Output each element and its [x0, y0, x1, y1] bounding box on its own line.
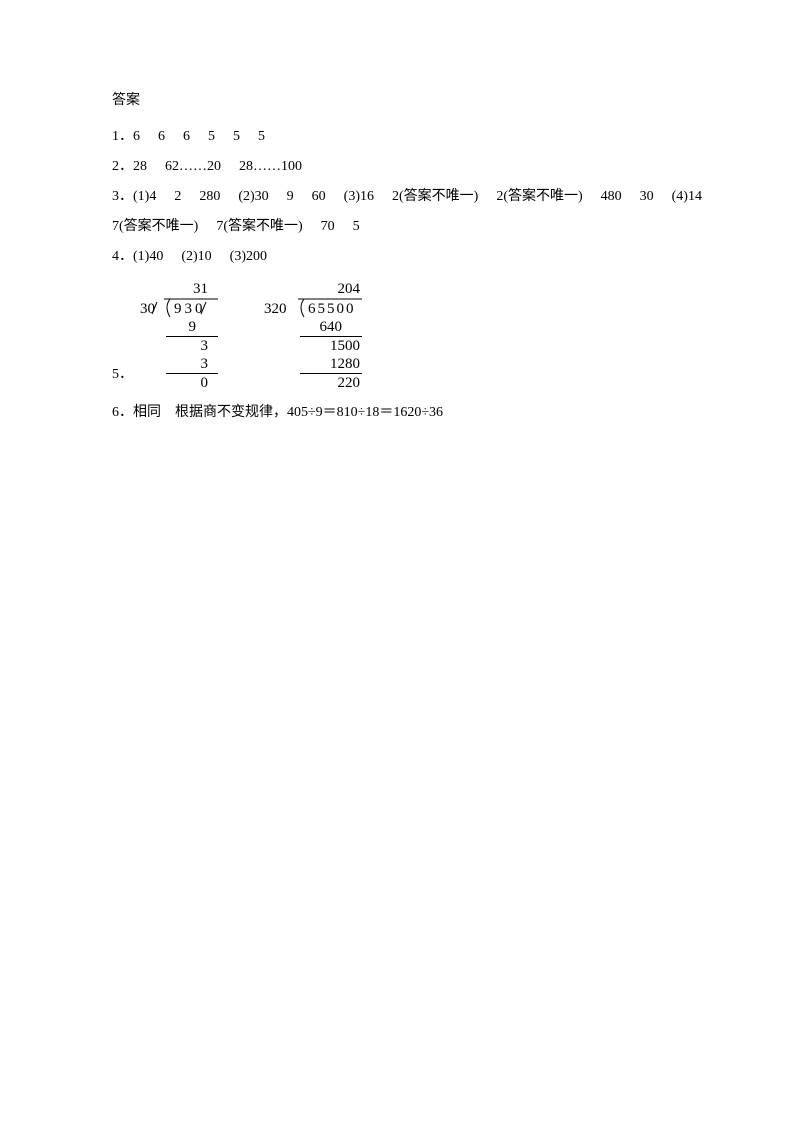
q3b-0: 7(答案不唯一) — [112, 219, 198, 234]
q2-v1: 62……20 — [165, 159, 221, 174]
ld1-divisor: 30 — [140, 301, 155, 317]
q3a-6: (3)16 — [344, 189, 374, 204]
ld2-s3: 220 — [338, 375, 361, 391]
ld2-quotient: 204 — [338, 281, 361, 297]
q3-line2: 7(答案不唯一) 7(答案不唯一) 70 5 — [112, 220, 683, 234]
q2-v2: 28……100 — [239, 159, 302, 174]
q3a-1: 2 — [174, 189, 181, 204]
q3a-0: (1)4 — [133, 189, 156, 204]
ld2-bracket-icon: 320 65500 — [264, 298, 362, 318]
q6-label: 6． — [112, 405, 133, 420]
q4-line: 4．(1)40 (2)10 (3)200 — [112, 250, 683, 264]
q3a-11: (4)14 — [672, 189, 702, 204]
q1-v1: 6 — [158, 129, 165, 144]
ld1-s1: 3 — [201, 338, 209, 354]
q1-v2: 6 — [183, 129, 190, 144]
ld2-s1: 1500 — [330, 338, 360, 354]
answers-title: 答案 — [112, 94, 683, 108]
q2-line: 2．28 62……20 28……100 — [112, 160, 683, 174]
ld1-quotient: 31 — [193, 281, 208, 297]
q1-v5: 5 — [258, 129, 265, 144]
long-division-1: 31 30 930 9 3 3 0 — [140, 280, 218, 392]
ld2-s2: 1280 — [330, 356, 360, 372]
q6-text: 相同 根据商不变规律，405÷9＝810÷18＝1620÷36 — [133, 405, 443, 420]
q1-line: 1．666555 — [112, 130, 683, 144]
ld1-dividend: 930 — [174, 301, 206, 317]
ld1-bracket-icon: 30 930 — [140, 298, 218, 318]
ld2-divisor: 320 — [264, 301, 287, 317]
q4-label: 4． — [112, 249, 133, 264]
q5-label: 5． — [112, 368, 140, 382]
q3-line1: 3．(1)4 2 280 (2)30 9 60 (3)16 2(答案不唯一) 2(答案不唯一) 4… — [112, 190, 683, 204]
q1-v0: 6 — [133, 129, 140, 144]
long-division-2: 204 320 65500 640 1500 1280 220 — [264, 280, 362, 392]
ld1-s0: 9 — [189, 319, 197, 335]
q1-v3: 5 — [208, 129, 215, 144]
q2-v0: 28 — [133, 159, 147, 174]
ld1-s3: 0 — [201, 375, 209, 391]
q3b-2: 70 — [321, 219, 335, 234]
q2-label: 2． — [112, 159, 133, 174]
q3b-3: 5 — [353, 219, 360, 234]
q4-v2: (3)200 — [230, 249, 267, 264]
q3a-4: 9 — [287, 189, 294, 204]
q1-label: 1． — [112, 129, 133, 144]
q5-row: 5． 31 30 930 9 3 3 0 — [112, 280, 683, 392]
q3b-1: 7(答案不唯一) — [216, 219, 302, 234]
q4-v0: (1)40 — [133, 249, 163, 264]
q3a-10: 30 — [640, 189, 654, 204]
q3a-2: 280 — [199, 189, 220, 204]
ld1-s2: 3 — [201, 356, 209, 372]
q3a-7: 2(答案不唯一) — [392, 189, 478, 204]
q4-v1: (2)10 — [181, 249, 211, 264]
ld2-s0: 640 — [320, 319, 343, 335]
q3-label: 3． — [112, 189, 133, 204]
q3a-3: (2)30 — [238, 189, 268, 204]
q3a-5: 60 — [312, 189, 326, 204]
q1-v4: 5 — [233, 129, 240, 144]
q3a-8: 2(答案不唯一) — [496, 189, 582, 204]
ld2-dividend: 65500 — [308, 301, 356, 317]
q6-line: 6．相同 根据商不变规律，405÷9＝810÷18＝1620÷36 — [112, 406, 683, 420]
q3a-9: 480 — [601, 189, 622, 204]
